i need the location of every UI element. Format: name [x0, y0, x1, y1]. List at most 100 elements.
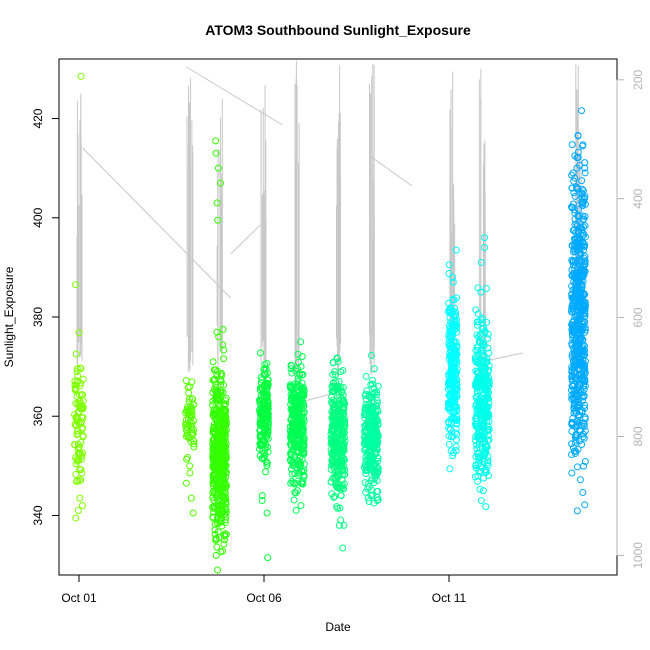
data-point [213, 462, 221, 470]
y-tick-label: 400 [31, 207, 45, 227]
data-point [339, 467, 347, 475]
data-point [484, 394, 492, 402]
data-point [77, 72, 85, 80]
data-point [182, 423, 190, 431]
data-point [579, 202, 587, 210]
data-point [298, 445, 306, 453]
data-point [449, 409, 457, 417]
data-point [473, 377, 481, 385]
data-point [213, 543, 221, 551]
data-point [571, 449, 579, 457]
data-point [453, 369, 461, 377]
data-point [287, 479, 295, 487]
data-point [336, 445, 344, 453]
data-point [367, 394, 375, 402]
data-point [339, 442, 347, 450]
data-point [289, 430, 297, 438]
x-tick-label: Oct 01 [61, 591, 97, 605]
data-point [257, 408, 265, 416]
data-point [476, 376, 484, 384]
data-point [568, 321, 576, 329]
data-point [183, 420, 191, 428]
data-point [568, 184, 576, 192]
data-point [574, 412, 582, 420]
data-point [568, 305, 576, 313]
data-point [445, 299, 453, 307]
data-point [217, 473, 225, 481]
data-point [571, 373, 579, 381]
data-point [452, 376, 460, 384]
data-point [257, 433, 265, 441]
transit-line [186, 66, 283, 126]
data-point [185, 398, 193, 406]
data-point [573, 507, 581, 515]
data-point [479, 439, 487, 447]
data-point [362, 420, 370, 428]
data-point [300, 448, 308, 456]
data-point [361, 414, 369, 422]
data-point [575, 301, 583, 309]
data-point [446, 426, 454, 434]
data-point [578, 142, 586, 150]
data-point [75, 329, 83, 337]
data-point [571, 359, 579, 367]
data-point [214, 489, 222, 497]
transit-line [489, 352, 524, 361]
data-point [211, 526, 219, 534]
data-point [338, 471, 346, 479]
data-point [477, 288, 485, 296]
data-point [339, 427, 347, 435]
data-point [568, 282, 576, 290]
data-point [340, 396, 348, 404]
data-point [222, 498, 230, 506]
data-point [570, 177, 578, 185]
data-point [209, 358, 217, 366]
data-point [79, 449, 87, 457]
data-point [581, 298, 589, 306]
data-point [370, 469, 378, 477]
right-tick-label: 400 [631, 188, 645, 208]
data-point [446, 304, 454, 312]
data-point [445, 261, 453, 269]
data-point [579, 307, 587, 315]
data-point [451, 360, 459, 368]
data-point [340, 480, 348, 488]
data-point [445, 372, 453, 380]
data-point [479, 403, 487, 411]
data-point [264, 416, 272, 424]
data-point [481, 365, 489, 373]
data-point [78, 501, 86, 509]
data-point [76, 477, 84, 485]
data-point [76, 465, 84, 473]
data-point [260, 370, 268, 378]
data-point [571, 152, 579, 160]
data-point [573, 243, 581, 251]
data-point [212, 387, 220, 395]
data-point [209, 494, 217, 502]
data-point [183, 455, 191, 463]
data-point [292, 506, 300, 514]
data-point [447, 384, 455, 392]
data-point [371, 418, 379, 426]
data-point [297, 502, 305, 510]
data-point [74, 477, 82, 485]
data-point [475, 333, 483, 341]
data-point [76, 494, 84, 502]
data-point [451, 347, 459, 355]
data-point [579, 216, 587, 224]
data-point [365, 498, 373, 506]
data-point [331, 425, 339, 433]
data-point [293, 487, 301, 495]
data-point [182, 377, 190, 385]
data-point [295, 456, 303, 464]
y-tick-label: 420 [31, 108, 45, 128]
data-point [451, 325, 459, 333]
data-point [333, 461, 341, 469]
data-point [579, 336, 587, 344]
data-point [572, 343, 580, 351]
data-point [483, 387, 491, 395]
data-point [297, 338, 305, 346]
data-point [189, 509, 197, 517]
data-point [365, 479, 373, 487]
data-point [574, 229, 582, 237]
